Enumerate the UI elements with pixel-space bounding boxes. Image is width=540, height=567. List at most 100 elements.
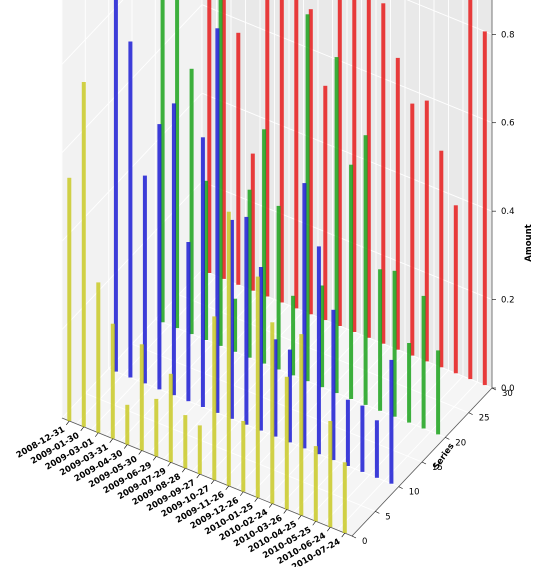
bar — [366, 0, 371, 338]
x-axis-line — [61, 417, 353, 537]
bar — [436, 350, 441, 435]
x-grid-line — [337, 0, 478, 531]
x-tick-mark — [298, 515, 302, 520]
bar — [186, 242, 191, 402]
bar — [337, 0, 342, 327]
bar — [81, 82, 86, 427]
bar — [381, 3, 386, 344]
bar — [183, 415, 188, 469]
bar — [154, 398, 159, 457]
bar — [125, 404, 130, 445]
y-tick-label: 10 — [409, 488, 420, 498]
x-grid-line — [308, 0, 449, 519]
x-grid-line — [134, 0, 275, 448]
y-tick-mark — [375, 511, 380, 514]
bar — [468, 0, 473, 380]
x-tick-mark — [124, 444, 128, 449]
bar — [410, 103, 415, 356]
bar — [345, 399, 350, 466]
bar — [328, 421, 333, 528]
bar — [212, 316, 217, 480]
x-tick-mark — [109, 438, 113, 443]
bars — [67, 0, 487, 533]
bar — [302, 183, 307, 449]
z-tick-label: 0.0 — [501, 384, 515, 394]
bar — [407, 343, 412, 423]
y-tick-mark — [351, 535, 357, 539]
bar — [308, 9, 313, 315]
bar — [168, 373, 173, 463]
bar — [236, 32, 241, 285]
bar — [360, 405, 365, 472]
bar — [374, 420, 379, 478]
z-tick-labels: 0.0 0.2 0.4 0.6 0.8 — [492, 30, 515, 394]
bar — [378, 269, 383, 411]
bar — [320, 285, 325, 388]
bar — [207, 0, 212, 273]
y-tick-label: 20 — [455, 438, 466, 448]
bar — [421, 295, 426, 429]
bar — [389, 359, 394, 484]
x-tick-mark — [153, 456, 157, 461]
bar — [139, 344, 144, 451]
bar — [299, 334, 304, 516]
bar — [363, 135, 368, 405]
bar — [160, 0, 165, 323]
bar — [255, 276, 260, 498]
z-tick-label: 0.4 — [501, 207, 515, 217]
x-grid-line — [293, 0, 435, 513]
x-tick-mark — [167, 462, 171, 467]
bar — [197, 425, 202, 474]
z-axis-title: Amount — [524, 224, 534, 261]
bar — [453, 205, 458, 374]
bar — [331, 309, 336, 461]
x-tick-mark — [211, 479, 215, 485]
bar — [265, 0, 270, 297]
bar — [218, 0, 223, 346]
x-tick-mark — [283, 509, 287, 514]
bar — [142, 175, 147, 384]
bar — [395, 57, 400, 350]
bar — [221, 0, 226, 279]
x-grid-line — [264, 0, 406, 501]
bar — [284, 376, 289, 510]
x-tick-mark — [95, 432, 99, 437]
bar — [67, 177, 72, 421]
y-tick-label: 25 — [479, 414, 490, 424]
bar — [171, 103, 176, 396]
bar — [313, 446, 318, 522]
y-tick-label: 0 — [362, 537, 367, 547]
x-grid-line — [279, 0, 420, 507]
bar — [233, 298, 238, 352]
y-tick-label: 5 — [385, 512, 390, 522]
bar — [352, 0, 357, 332]
x-tick-mark — [327, 526, 331, 532]
x-tick-mark — [66, 420, 70, 426]
x-tick-mark — [80, 426, 84, 432]
bar — [215, 28, 220, 413]
x-grid-line — [235, 0, 377, 490]
x-tick-mark — [254, 497, 258, 502]
bar — [229, 219, 234, 419]
bar — [349, 164, 354, 399]
bar — [226, 211, 231, 486]
bar — [113, 0, 118, 372]
x-tick-mark — [341, 532, 345, 538]
bar — [200, 137, 205, 408]
x-tick-mark — [196, 473, 200, 479]
y-tick-mark — [398, 486, 403, 489]
bar — [291, 295, 296, 376]
bar — [110, 323, 115, 439]
bar — [482, 31, 487, 386]
x-tick-mark — [312, 521, 316, 526]
bar — [294, 0, 299, 309]
bar — [250, 153, 255, 291]
bar — [157, 124, 162, 390]
bar — [273, 339, 278, 437]
bar — [439, 150, 444, 368]
bar — [424, 100, 429, 362]
x-grid-line — [221, 0, 362, 484]
bar — [128, 41, 133, 378]
y-tick-mark — [491, 387, 497, 391]
x-tick-mark — [240, 491, 244, 496]
